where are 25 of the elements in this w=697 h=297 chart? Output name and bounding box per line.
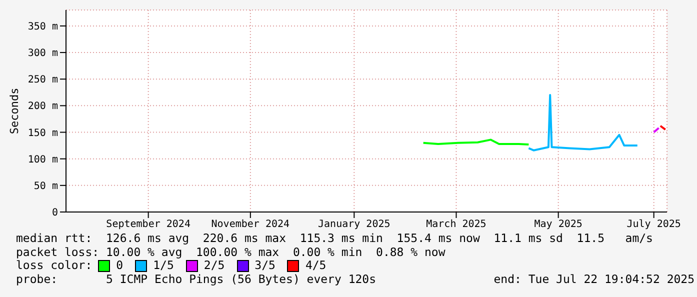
line-series: [528, 94, 638, 152]
legend-title: loss color:: [16, 258, 92, 272]
y-tick-label: 350 m: [28, 21, 58, 32]
y-tick-label: 250 m: [28, 74, 58, 86]
x-tick-label: September 2024: [106, 219, 190, 230]
legend-label: 1/5: [152, 258, 174, 272]
y-tick-label: 300 m: [28, 48, 58, 60]
legend-label: 0: [115, 258, 124, 272]
x-tick-label: January 2025: [318, 219, 390, 230]
y-tick-label: 150 m: [28, 128, 58, 139]
x-tick-label: May 2025: [534, 219, 582, 230]
legend-label: 3/5: [254, 258, 276, 272]
y-tick-label: 50 m: [34, 180, 58, 192]
x-tick-label: March 2025: [426, 219, 486, 230]
text: median rtt: 126.6 ms avg 220.6 ms max 115.3 ms min 155.4 ms now 11.1 ms sd 11.5 am/s: [16, 231, 654, 246]
x-tick-label: November 2024: [211, 219, 290, 230]
legend-label: 2/5: [202, 258, 225, 272]
y-axis-title: Seconds: [8, 88, 21, 134]
text: packet loss: 10.00 % avg 100.00 % max 0.00 % min 0.88 % now: [16, 244, 446, 259]
text: probe: 5 ICMP Echo Pings (56 Bytes) every 120s end: Tue Jul 22 19:04:52 2025: [16, 272, 696, 286]
y-tick-label: 100 m: [28, 154, 58, 166]
x-tick-label: July 2025: [626, 219, 681, 230]
y-tick-label: 0: [52, 208, 58, 219]
legend-label: 4/5: [304, 258, 326, 272]
y-tick-label: 200 m: [28, 101, 58, 112]
